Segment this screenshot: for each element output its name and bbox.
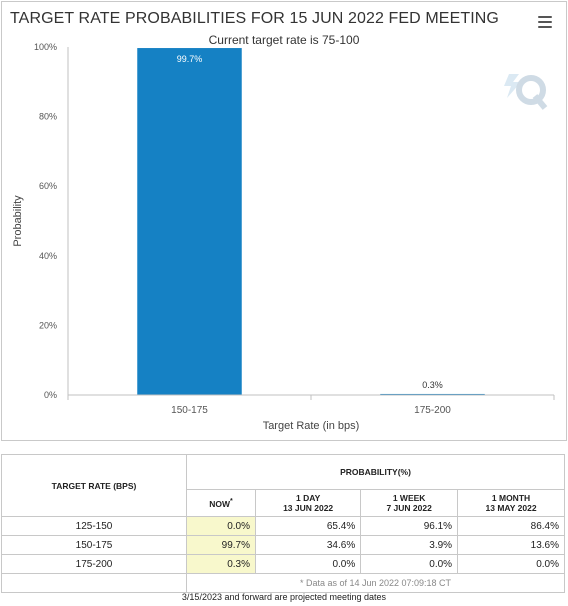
column-header: NOW* (186, 489, 256, 517)
y-tick-label: 40% (39, 251, 57, 261)
column-header: 1 MONTH 13 MAY 2022 (457, 489, 565, 517)
y-tick-label: 0% (44, 390, 57, 400)
chart-title: TARGET RATE PROBABILITIES FOR 15 JUN 202… (10, 10, 499, 27)
probability-cell: 0.0% (254, 554, 362, 574)
probability-cell: 34.6% (254, 535, 362, 555)
data-label: 99.7% (177, 54, 203, 64)
rate-cell: 125-150 (1, 516, 187, 536)
table-row: 150-175 99.7% 34.6% 3.9% 13.6% (1, 535, 565, 555)
probability-cell: 3.9% (360, 535, 459, 555)
y-tick-label: 20% (39, 320, 57, 330)
probability-cell: 86.4% (457, 516, 565, 536)
y-tick-label: 80% (39, 112, 57, 122)
y-tick-label: 100% (34, 42, 57, 52)
rate-cell: 175-200 (1, 554, 187, 574)
probability-cell: 96.1% (360, 516, 459, 536)
probability-table: TARGET RATE (BPS) PROBABILITY(%) NOW* 1 D… (1, 454, 565, 593)
probability-cell: 13.6% (457, 535, 565, 555)
hamburger-menu-icon[interactable] (538, 16, 552, 28)
column-header: 1 WEEK 7 JUN 2022 (360, 489, 459, 517)
probability-cell: 0.0% (360, 554, 459, 574)
chart-panel: TARGET RATE PROBABILITIES FOR 15 JUN 202… (1, 1, 567, 441)
now-probability-cell: 99.7% (186, 535, 256, 555)
data-note-row: * Data as of 14 Jun 2022 07:09:18 CT (1, 573, 565, 593)
x-tick-label: 150-175 (171, 405, 208, 416)
bar[interactable] (380, 393, 485, 395)
x-tick-label: 175-200 (414, 405, 451, 416)
column-header-row: NOW* 1 DAY 13 JUN 2022 1 WEEK 7 JUN 2022 1 MO… (2, 489, 565, 517)
probability-header: PROBABILITY(%) (186, 454, 565, 490)
chart-subtitle: Current target rate is 75-100 (208, 33, 360, 47)
bar-chart: 0% 20% 40% 60% 80% 100% 150-175 99.7% 175-200 0.3… (12, 42, 555, 432)
now-probability-cell: 0.3% (186, 554, 256, 574)
now-probability-cell: 0.0% (186, 516, 256, 536)
y-axis-title: Probability (12, 195, 24, 247)
probability-cell: 65.4% (254, 516, 362, 536)
data-note-spacer (1, 573, 187, 593)
rate-column-header: TARGET RATE (BPS) (1, 454, 187, 517)
column-header: 1 DAY 13 JUN 2022 (254, 489, 362, 517)
data-label: 0.3% (422, 380, 443, 390)
data-note: * Data as of 14 Jun 2022 07:09:18 CT (186, 573, 565, 593)
table-row: 175-200 0.3% 0.0% 0.0% 0.0% (1, 554, 565, 574)
bar[interactable] (137, 48, 242, 395)
x-axis-title: Target Rate (in bps) (263, 420, 360, 432)
y-tick-label: 60% (39, 181, 57, 191)
probability-cell: 0.0% (457, 554, 565, 574)
q-logo-watermark (504, 74, 548, 110)
rate-cell: 150-175 (1, 535, 187, 555)
table-row: 125-150 0.0% 65.4% 96.1% 86.4% (1, 516, 565, 536)
footer-note: 3/15/2023 and forward are projected meet… (181, 592, 387, 602)
